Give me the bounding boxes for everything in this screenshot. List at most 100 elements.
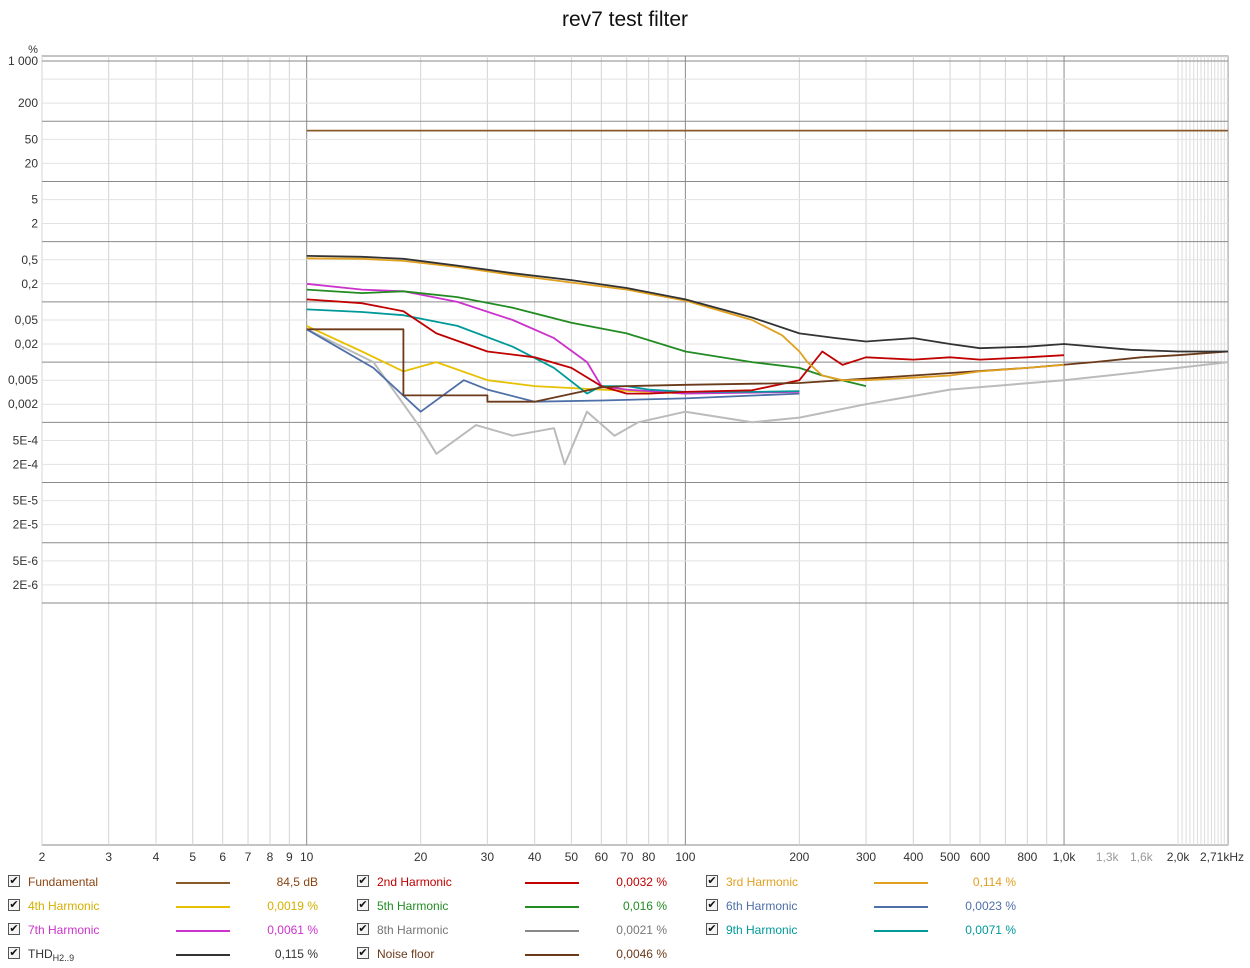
series-line-8th-harmonic[interactable] bbox=[306, 328, 1228, 466]
y-tick-label: 5E-6 bbox=[13, 554, 39, 568]
series-line-7th-harmonic[interactable] bbox=[306, 282, 800, 395]
y-tick-label: 0,2 bbox=[21, 277, 38, 291]
legend-checkbox[interactable]: ✔ bbox=[357, 899, 369, 911]
legend: ✔ Fundamental 84,5 dB ✔ 2nd Harmonic 0,0032 %… bbox=[0, 870, 1250, 968]
y-tick-label: 2E-6 bbox=[13, 578, 39, 592]
y-tick-label: 1 000 bbox=[8, 54, 38, 68]
legend-item[interactable]: ✔ Fundamental 84,5 dB bbox=[8, 872, 328, 892]
x-tick-label: 4 bbox=[153, 850, 160, 864]
legend-item[interactable]: ✔ 4th Harmonic 0,0019 % bbox=[8, 896, 328, 916]
legend-name-subscript: H2..9 bbox=[52, 953, 75, 963]
legend-checkbox[interactable]: ✔ bbox=[357, 923, 369, 935]
x-tick-label: 5 bbox=[189, 850, 196, 864]
y-tick-label: 5E-5 bbox=[13, 494, 39, 508]
legend-value: 0,0061 % bbox=[267, 923, 318, 937]
x-tick-label: 40 bbox=[528, 850, 542, 864]
x-tick-label: 10 bbox=[300, 850, 314, 864]
legend-checkbox[interactable]: ✔ bbox=[8, 947, 20, 959]
series-line-noise-floor[interactable] bbox=[306, 328, 1228, 403]
legend-name: 8th Harmonic bbox=[377, 923, 449, 937]
x-tick-label: 100 bbox=[675, 850, 695, 864]
legend-value: 0,0023 % bbox=[965, 899, 1016, 913]
legend-checkbox[interactable]: ✔ bbox=[357, 875, 369, 887]
legend-item[interactable]: ✔ Noise floor 0,0046 % bbox=[357, 944, 677, 964]
x-tick-label: 2 bbox=[39, 850, 46, 864]
x-tick-label: 600 bbox=[970, 850, 990, 864]
x-tick-label: 8 bbox=[267, 850, 274, 864]
legend-name: 4th Harmonic bbox=[28, 899, 100, 913]
legend-value: 0,0046 % bbox=[616, 947, 667, 961]
legend-value: 0,114 % bbox=[972, 875, 1016, 889]
legend-item[interactable]: ✔ 2nd Harmonic 0,0032 % bbox=[357, 872, 677, 892]
legend-item[interactable]: ✔ 5th Harmonic 0,016 % bbox=[357, 896, 677, 916]
legend-swatch bbox=[525, 906, 579, 908]
legend-checkbox[interactable]: ✔ bbox=[8, 875, 20, 887]
legend-item[interactable]: ✔ 3rd Harmonic 0,114 % bbox=[706, 872, 1026, 892]
x-tick-label: 80 bbox=[642, 850, 656, 864]
y-tick-label: 0,002 bbox=[8, 397, 38, 411]
x-tick-label: 200 bbox=[789, 850, 809, 864]
x-tick-label: 2,0k bbox=[1167, 850, 1191, 864]
legend-swatch bbox=[176, 906, 230, 908]
legend-name: 5th Harmonic bbox=[377, 899, 449, 913]
x-tick-label: 70 bbox=[620, 850, 634, 864]
y-tick-label: 2 bbox=[31, 217, 38, 231]
x-tick-label: 3 bbox=[105, 850, 112, 864]
series-line-2nd-harmonic[interactable] bbox=[306, 298, 1065, 395]
legend-checkbox[interactable]: ✔ bbox=[706, 899, 718, 911]
y-tick-label: 50 bbox=[25, 132, 39, 146]
y-tick-label: 2E-5 bbox=[13, 518, 39, 532]
legend-item[interactable]: ✔ 7th Harmonic 0,0061 % bbox=[8, 920, 328, 940]
series-line-thd[interactable] bbox=[306, 255, 1228, 353]
legend-name: 3rd Harmonic bbox=[726, 875, 799, 889]
legend-value: 0,0019 % bbox=[267, 899, 318, 913]
legend-swatch bbox=[874, 882, 928, 884]
x-tick-label: 60 bbox=[595, 850, 609, 864]
legend-value: 0,016 % bbox=[622, 899, 667, 913]
legend-swatch bbox=[874, 906, 928, 908]
x-tick-label: 300 bbox=[856, 850, 876, 864]
legend-checkbox[interactable]: ✔ bbox=[706, 923, 718, 935]
legend-swatch bbox=[525, 930, 579, 932]
y-tick-label: 5 bbox=[31, 193, 38, 207]
legend-checkbox[interactable]: ✔ bbox=[8, 899, 20, 911]
x-tick-label: 500 bbox=[940, 850, 960, 864]
legend-value: 0,0021 % bbox=[616, 923, 667, 937]
y-tick-label: 0,05 bbox=[15, 313, 39, 327]
legend-value: 0,115 % bbox=[274, 947, 318, 961]
x-tick-label: 20 bbox=[414, 850, 428, 864]
legend-checkbox[interactable]: ✔ bbox=[706, 875, 718, 887]
series-line-5th-harmonic[interactable] bbox=[306, 288, 867, 387]
legend-checkbox[interactable]: ✔ bbox=[8, 923, 20, 935]
x-tick-label: 800 bbox=[1017, 850, 1037, 864]
legend-swatch bbox=[176, 954, 230, 956]
x-tick-label: 50 bbox=[565, 850, 579, 864]
legend-swatch bbox=[176, 882, 230, 884]
legend-item[interactable]: ✔ 6th Harmonic 0,0023 % bbox=[706, 896, 1026, 916]
legend-value: 84,5 dB bbox=[276, 875, 318, 889]
legend-swatch bbox=[874, 930, 928, 932]
legend-checkbox[interactable]: ✔ bbox=[357, 947, 369, 959]
legend-name: THDH2..9 bbox=[28, 947, 75, 963]
series-line-3rd-harmonic[interactable] bbox=[306, 257, 1065, 382]
legend-value: 0,0071 % bbox=[965, 923, 1016, 937]
legend-name: Noise floor bbox=[377, 947, 435, 961]
series-line-6th-harmonic[interactable] bbox=[306, 328, 800, 413]
y-tick-label: 2E-4 bbox=[13, 457, 39, 471]
y-tick-label: 0,5 bbox=[21, 253, 38, 267]
legend-item[interactable]: ✔ THDH2..9 0,115 % bbox=[8, 944, 328, 964]
legend-value: 0,0032 % bbox=[616, 875, 667, 889]
y-axis-label: % bbox=[28, 44, 38, 56]
x-tick-label: 9 bbox=[286, 850, 293, 864]
y-tick-label: 0,02 bbox=[15, 337, 39, 351]
x-tick-label: 400 bbox=[903, 850, 923, 864]
legend-name: Fundamental bbox=[28, 875, 99, 889]
y-tick-label: 200 bbox=[18, 96, 38, 110]
plot-area[interactable]: %1 000 200 50 20 5 2 0,5 0,2 0,05 0,02 0,005 0,002 5… bbox=[0, 0, 1250, 870]
legend-name: 7th Harmonic bbox=[28, 923, 100, 937]
legend-item[interactable]: ✔ 9th Harmonic 0,0071 % bbox=[706, 920, 1026, 940]
x-tick-label: 1,0k bbox=[1053, 850, 1077, 864]
legend-swatch bbox=[525, 954, 579, 956]
x-tick-label: 1,3k bbox=[1096, 850, 1120, 864]
legend-item[interactable]: ✔ 8th Harmonic 0,0021 % bbox=[357, 920, 677, 940]
